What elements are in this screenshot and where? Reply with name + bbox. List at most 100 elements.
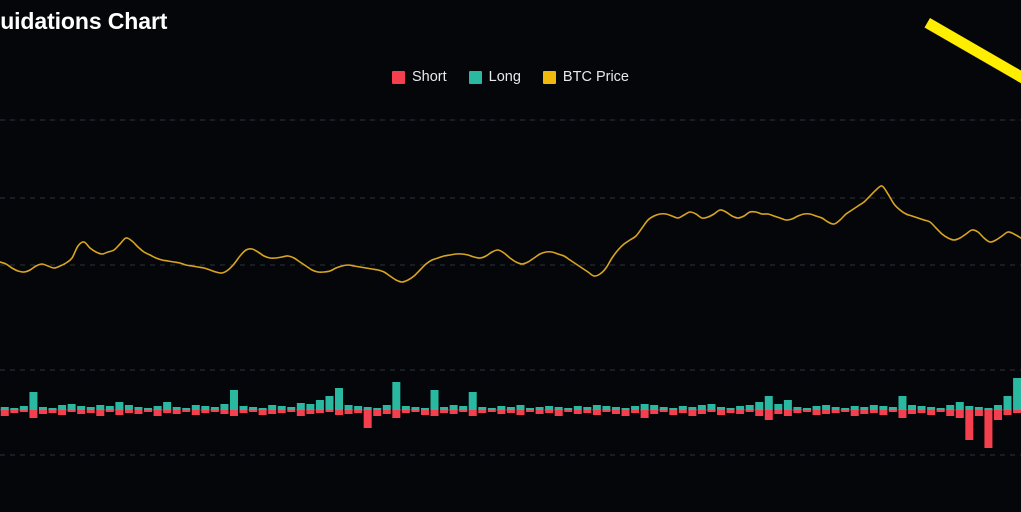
bar-long — [96, 405, 105, 410]
bar-long — [144, 408, 153, 410]
chart-legend: Short Long BTC Price — [0, 69, 1021, 85]
bar-long — [640, 404, 649, 410]
legend-label-short: Short — [411, 69, 447, 85]
bar-short — [774, 410, 783, 414]
bar-long — [229, 390, 238, 410]
bar-short — [1003, 410, 1012, 415]
bar-short — [58, 410, 67, 415]
bar-long — [468, 392, 477, 410]
bar-short — [134, 410, 143, 414]
bar-short — [755, 410, 764, 416]
bar-short — [764, 410, 773, 420]
bar-short — [287, 410, 296, 412]
bar-short — [420, 410, 429, 415]
bar-short — [191, 410, 200, 415]
bar-long — [335, 388, 344, 410]
bar-long — [134, 407, 143, 410]
bar-short — [535, 410, 544, 414]
bar-short — [707, 410, 716, 412]
bar-long — [583, 407, 592, 410]
bar-long — [373, 408, 382, 410]
bar-long — [401, 406, 410, 410]
bar-long — [535, 407, 544, 410]
bar-short — [172, 410, 181, 414]
bar-long — [764, 396, 773, 410]
bar-long — [1003, 396, 1012, 410]
bar-long — [325, 396, 334, 410]
bar-short — [669, 410, 678, 415]
bar-short — [831, 410, 840, 413]
bar-short — [869, 410, 878, 413]
bar-short — [898, 410, 907, 418]
bar-short — [631, 410, 640, 413]
bar-short — [984, 410, 993, 448]
bar-long — [745, 405, 754, 410]
bar-long — [898, 396, 907, 410]
bar-long — [841, 408, 850, 410]
bar-short — [478, 410, 487, 413]
bar-short — [48, 410, 57, 413]
bar-short — [19, 410, 28, 412]
bar-long — [29, 392, 38, 410]
bar-long — [105, 406, 114, 410]
bar-short — [726, 410, 735, 413]
bar-short — [793, 410, 802, 413]
bar-long — [611, 407, 620, 410]
bar-short — [153, 410, 162, 416]
bar-short — [545, 410, 554, 413]
bar-long — [497, 406, 506, 410]
bar-long — [564, 408, 573, 410]
legend-item-btc-price[interactable]: BTC Price — [542, 69, 629, 85]
bar-long — [917, 406, 926, 410]
bar-long — [650, 405, 659, 410]
bar-long — [974, 407, 983, 410]
bar-long — [10, 408, 19, 410]
bar-short — [965, 410, 974, 440]
bar-long — [153, 406, 162, 410]
bar-short — [736, 410, 745, 414]
bar-short — [497, 410, 506, 414]
bar-short — [335, 410, 344, 415]
bar-short — [583, 410, 592, 413]
bar-short — [573, 410, 582, 414]
bar-long — [631, 406, 640, 410]
bar-short — [354, 410, 363, 413]
bar-short — [888, 410, 897, 412]
bar-short — [38, 410, 47, 414]
bar-short — [392, 410, 401, 418]
bar-short — [363, 410, 372, 428]
bar-long — [287, 407, 296, 410]
bar-long — [296, 403, 305, 410]
legend-item-long[interactable]: Long — [468, 69, 521, 85]
bar-short — [220, 410, 229, 414]
bar-long — [506, 407, 515, 410]
bar-long — [478, 407, 487, 410]
legend-label-btc-price: BTC Price — [562, 69, 629, 85]
legend-item-short[interactable]: Short — [391, 69, 447, 85]
bar-long — [860, 407, 869, 410]
bar-long — [38, 407, 47, 410]
bar-short — [993, 410, 1002, 420]
bar-long — [277, 406, 286, 410]
btc-price-swatch-icon — [542, 70, 556, 84]
bar-long — [545, 406, 554, 410]
bar-short — [296, 410, 305, 416]
legend-label-long: Long — [488, 69, 521, 85]
bar-short — [229, 410, 238, 416]
bar-long — [258, 408, 267, 410]
bar-long — [697, 405, 706, 410]
bar-long — [783, 400, 792, 410]
bar-short — [1013, 410, 1021, 413]
bar-long — [268, 405, 277, 410]
bar-short — [650, 410, 659, 414]
bar-long — [163, 402, 172, 410]
bar-long — [688, 407, 697, 410]
bar-long — [965, 406, 974, 410]
bar-long — [172, 407, 181, 410]
bar-long — [239, 406, 248, 410]
bar-long — [707, 404, 716, 410]
bar-long — [936, 408, 945, 410]
bar-short — [96, 410, 105, 416]
